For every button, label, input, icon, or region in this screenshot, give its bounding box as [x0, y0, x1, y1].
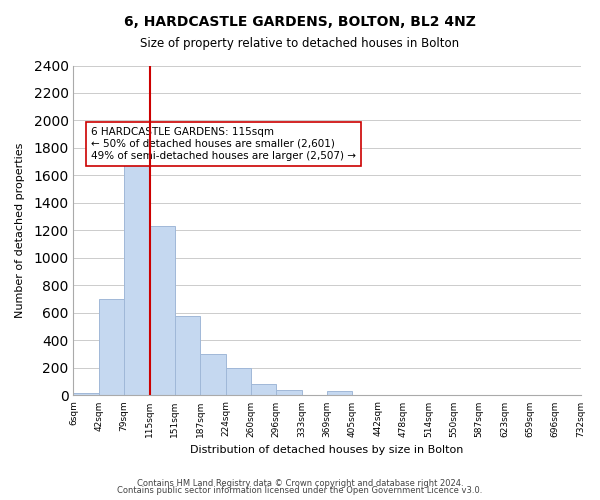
Text: Contains HM Land Registry data © Crown copyright and database right 2024.: Contains HM Land Registry data © Crown c…	[137, 478, 463, 488]
Text: 6, HARDCASTLE GARDENS, BOLTON, BL2 4NZ: 6, HARDCASTLE GARDENS, BOLTON, BL2 4NZ	[124, 15, 476, 29]
Bar	[327, 390, 352, 396]
Bar	[124, 128, 149, 396]
Bar	[99, 299, 124, 396]
Text: 6 HARDCASTLE GARDENS: 115sqm
← 50% of detached houses are smaller (2,601)
49% of: 6 HARDCASTLE GARDENS: 115sqm ← 50% of de…	[91, 128, 356, 160]
Text: Size of property relative to detached houses in Bolton: Size of property relative to detached ho…	[140, 38, 460, 51]
Bar	[302, 394, 327, 396]
Bar	[403, 394, 428, 396]
Bar	[428, 394, 454, 396]
Bar	[352, 394, 377, 396]
Bar	[149, 226, 175, 396]
Bar	[377, 394, 403, 396]
Bar	[175, 316, 200, 396]
Text: Contains public sector information licensed under the Open Government Licence v3: Contains public sector information licen…	[118, 486, 482, 495]
Bar	[276, 390, 302, 396]
Bar	[200, 354, 226, 396]
X-axis label: Distribution of detached houses by size in Bolton: Distribution of detached houses by size …	[190, 445, 464, 455]
Bar	[226, 368, 251, 396]
Bar	[454, 394, 479, 396]
Bar	[251, 384, 276, 396]
Bar	[73, 394, 99, 396]
Y-axis label: Number of detached properties: Number of detached properties	[15, 143, 25, 318]
